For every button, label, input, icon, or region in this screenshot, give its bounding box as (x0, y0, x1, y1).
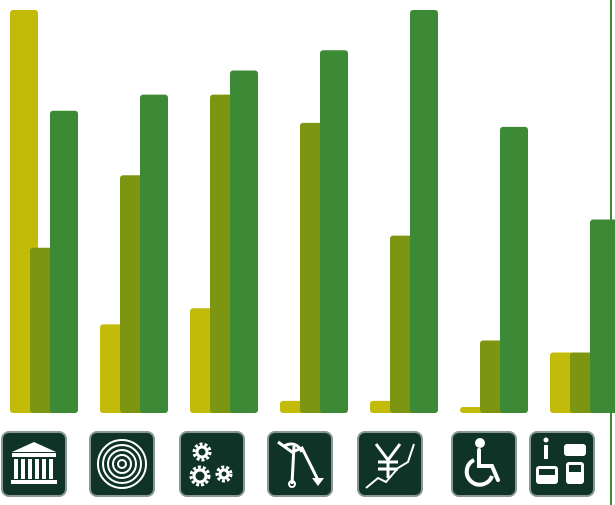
concentric-rings-icon (89, 431, 155, 497)
gears-icon (179, 431, 245, 497)
bar-industry-series-3 (230, 70, 258, 413)
bar-mining-series-3 (320, 50, 348, 414)
bar-energy-series-3 (140, 94, 168, 413)
bars-layer (10, 10, 615, 414)
right-axis-line (610, 0, 612, 505)
bar-social-services-series-3 (500, 126, 528, 414)
government-building-icon (1, 431, 67, 497)
transport-info-icon (529, 431, 595, 497)
bar-finance-series-3 (410, 10, 438, 413)
pickaxe-wrench-decline-icon (267, 431, 333, 497)
bar-government-series-3 (50, 110, 78, 413)
bar-transport-series-3 (590, 219, 615, 413)
category-icons-layer (1, 431, 595, 497)
wheelchair-icon (451, 431, 517, 497)
yen-trend-icon (357, 431, 423, 497)
